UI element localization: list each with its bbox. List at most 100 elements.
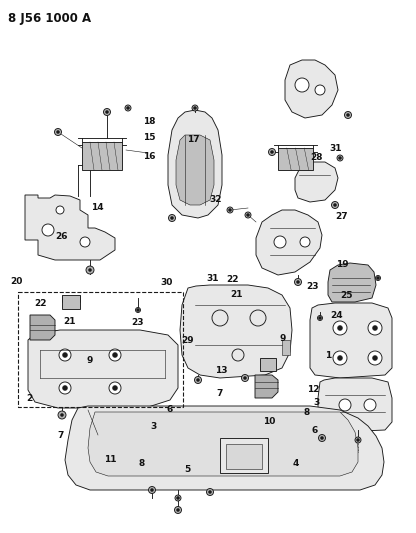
Circle shape	[232, 349, 244, 361]
Circle shape	[112, 385, 117, 391]
Circle shape	[243, 376, 247, 379]
Text: 9: 9	[86, 356, 93, 365]
Circle shape	[42, 224, 54, 236]
Polygon shape	[65, 406, 384, 490]
Circle shape	[60, 414, 64, 416]
Text: 18: 18	[144, 117, 156, 126]
Text: 3: 3	[151, 422, 157, 431]
Text: 2: 2	[26, 394, 32, 403]
Circle shape	[339, 399, 351, 411]
Text: 3: 3	[313, 398, 319, 407]
Text: 20: 20	[10, 277, 23, 286]
Circle shape	[319, 434, 325, 441]
Text: 31: 31	[329, 144, 342, 152]
Circle shape	[196, 378, 200, 382]
Circle shape	[176, 508, 179, 512]
Text: 8: 8	[303, 408, 310, 416]
Circle shape	[228, 208, 231, 212]
Text: 5: 5	[184, 465, 191, 473]
Text: 9: 9	[280, 334, 286, 343]
Text: 27: 27	[336, 212, 348, 221]
Text: 10: 10	[263, 417, 276, 425]
Circle shape	[357, 439, 359, 441]
Circle shape	[297, 280, 300, 284]
Circle shape	[176, 497, 179, 499]
Circle shape	[149, 487, 156, 494]
Text: 19: 19	[336, 260, 348, 269]
Text: 21: 21	[64, 318, 76, 326]
Circle shape	[171, 216, 173, 220]
Polygon shape	[28, 330, 178, 408]
Text: 8: 8	[138, 459, 145, 468]
Circle shape	[337, 326, 342, 330]
Circle shape	[376, 277, 379, 279]
Polygon shape	[255, 375, 278, 398]
Circle shape	[54, 128, 62, 135]
Circle shape	[151, 489, 154, 491]
Circle shape	[274, 236, 286, 248]
Circle shape	[364, 399, 376, 411]
Polygon shape	[180, 285, 292, 378]
Circle shape	[193, 107, 196, 109]
Circle shape	[136, 308, 141, 312]
Circle shape	[174, 506, 181, 513]
Circle shape	[86, 266, 94, 274]
Circle shape	[376, 276, 381, 280]
Polygon shape	[282, 340, 290, 355]
Text: 14: 14	[92, 204, 104, 212]
Text: 25: 25	[340, 291, 352, 300]
Circle shape	[208, 490, 211, 494]
Polygon shape	[25, 195, 115, 260]
Circle shape	[247, 214, 250, 216]
Circle shape	[109, 382, 121, 394]
Circle shape	[112, 352, 117, 358]
Text: 6: 6	[311, 426, 318, 435]
Text: 6: 6	[166, 405, 173, 414]
Polygon shape	[310, 303, 392, 378]
Circle shape	[270, 150, 273, 154]
Text: 4: 4	[292, 459, 299, 468]
Text: 15: 15	[144, 133, 156, 142]
Circle shape	[62, 352, 67, 358]
Circle shape	[168, 214, 176, 222]
Circle shape	[192, 105, 198, 111]
Circle shape	[58, 411, 66, 419]
Circle shape	[136, 309, 139, 311]
Circle shape	[104, 109, 111, 116]
Circle shape	[315, 85, 325, 95]
Circle shape	[344, 111, 352, 118]
Circle shape	[56, 206, 64, 214]
Polygon shape	[256, 210, 322, 275]
Circle shape	[195, 376, 201, 384]
Circle shape	[268, 149, 275, 156]
Text: 24: 24	[331, 311, 343, 320]
Circle shape	[175, 495, 181, 501]
Text: 7: 7	[216, 389, 223, 398]
Text: 22: 22	[226, 275, 238, 284]
Polygon shape	[285, 60, 338, 118]
Bar	[62, 295, 80, 309]
Text: 32: 32	[209, 195, 222, 204]
Circle shape	[333, 351, 347, 365]
Circle shape	[333, 321, 347, 335]
Circle shape	[295, 78, 309, 92]
Circle shape	[106, 110, 109, 114]
Circle shape	[337, 356, 342, 360]
Text: 7: 7	[57, 432, 64, 440]
Circle shape	[206, 489, 213, 496]
Polygon shape	[168, 110, 222, 218]
Circle shape	[227, 207, 233, 213]
Text: 17: 17	[187, 135, 200, 144]
Circle shape	[355, 437, 361, 443]
Circle shape	[334, 204, 337, 206]
Polygon shape	[318, 378, 392, 432]
Text: 26: 26	[55, 232, 68, 240]
Circle shape	[89, 269, 92, 271]
Text: 31: 31	[206, 274, 218, 282]
Circle shape	[319, 317, 322, 319]
Circle shape	[295, 279, 302, 286]
Circle shape	[126, 107, 129, 109]
Circle shape	[332, 201, 339, 208]
Circle shape	[372, 356, 377, 360]
Text: 23: 23	[307, 282, 319, 291]
